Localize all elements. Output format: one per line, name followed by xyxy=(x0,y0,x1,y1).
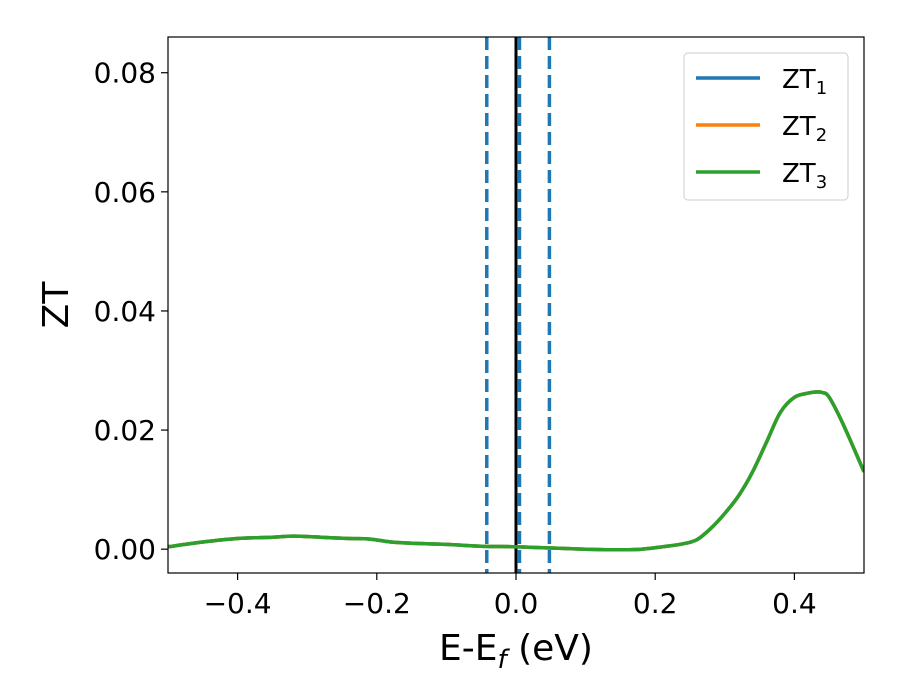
x-axis: −0.4 −0.2 0.0 0.2 0.4 xyxy=(204,573,817,620)
legend-label-zt3: ZT3 xyxy=(782,159,827,193)
y-axis-title: ZT xyxy=(36,281,77,329)
y-tick-label: 0.00 xyxy=(94,533,156,566)
legend: ZT1 ZT2 ZT3 xyxy=(683,52,849,201)
series-line-zt3 xyxy=(168,390,864,552)
reference-lines xyxy=(485,37,552,573)
x-tick-label: 0.2 xyxy=(633,587,678,620)
y-axis: 0.00 0.02 0.04 0.06 0.08 xyxy=(94,57,168,566)
y-tick-label: 0.02 xyxy=(94,414,156,447)
legend-label-zt1: ZT1 xyxy=(782,65,827,99)
y-tick-label: 0.06 xyxy=(94,176,156,209)
y-tick-label: 0.08 xyxy=(94,57,156,90)
legend-box xyxy=(683,52,849,201)
x-tick-label: 0.0 xyxy=(494,587,539,620)
x-tick-label: −0.4 xyxy=(204,587,272,620)
x-axis-title-base: E-E xyxy=(439,628,497,669)
x-tick-label: −0.2 xyxy=(343,587,411,620)
x-tick-label: 0.4 xyxy=(772,587,817,620)
x-axis-title-suffix: (eV) xyxy=(507,628,593,669)
y-tick-label: 0.04 xyxy=(94,295,156,328)
legend-label-zt2: ZT2 xyxy=(782,112,827,146)
series-lines xyxy=(168,390,864,552)
x-axis-title: E-Ef (eV) xyxy=(439,628,593,675)
